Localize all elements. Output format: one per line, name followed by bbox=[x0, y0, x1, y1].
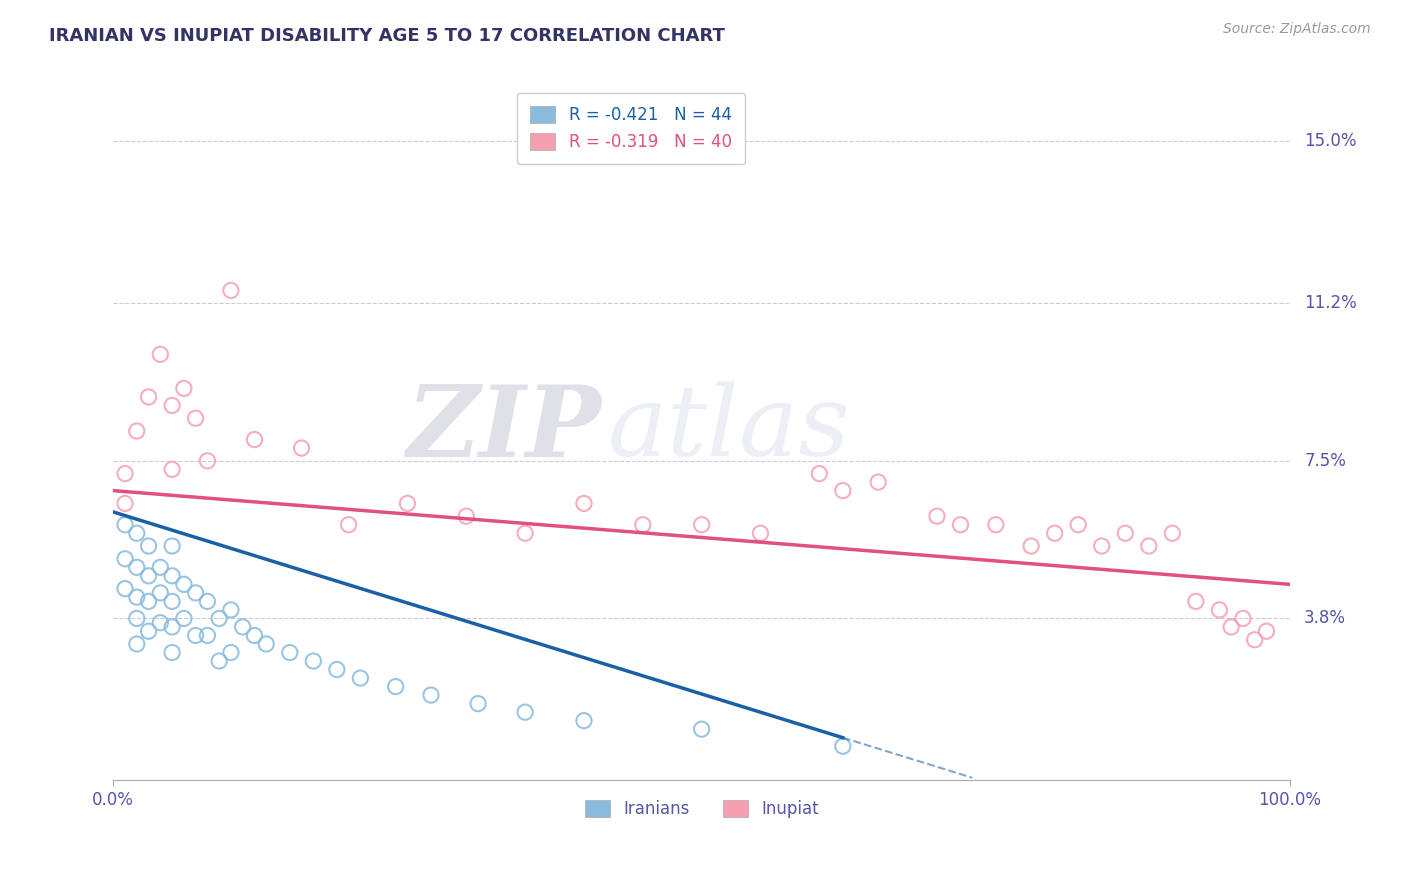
Point bbox=[160, 539, 183, 553]
Text: 7.5%: 7.5% bbox=[1305, 452, 1346, 470]
Point bbox=[138, 594, 160, 608]
Text: IRANIAN VS INUPIAT DISABILITY AGE 5 TO 17 CORRELATION CHART: IRANIAN VS INUPIAT DISABILITY AGE 5 TO 1… bbox=[49, 27, 725, 45]
Point bbox=[219, 603, 242, 617]
Point bbox=[1019, 539, 1042, 553]
Point bbox=[690, 517, 713, 532]
Point bbox=[831, 483, 853, 498]
Point bbox=[160, 646, 183, 660]
Point bbox=[290, 441, 312, 455]
Point bbox=[831, 739, 853, 754]
Point bbox=[219, 646, 242, 660]
Point bbox=[278, 646, 301, 660]
Point bbox=[160, 620, 183, 634]
Point bbox=[149, 615, 172, 630]
Text: Source: ZipAtlas.com: Source: ZipAtlas.com bbox=[1223, 22, 1371, 37]
Point bbox=[1067, 517, 1090, 532]
Point bbox=[138, 569, 160, 583]
Point bbox=[173, 577, 195, 591]
Point bbox=[456, 509, 478, 524]
Point bbox=[467, 697, 489, 711]
Point bbox=[513, 705, 536, 719]
Point bbox=[208, 611, 231, 625]
Point bbox=[114, 496, 136, 510]
Point bbox=[396, 496, 419, 510]
Point bbox=[302, 654, 325, 668]
Point bbox=[949, 517, 972, 532]
Text: 15.0%: 15.0% bbox=[1305, 132, 1357, 151]
Point bbox=[1161, 526, 1184, 541]
Point bbox=[384, 680, 406, 694]
Point bbox=[173, 381, 195, 395]
Point bbox=[184, 586, 207, 600]
Point bbox=[513, 526, 536, 541]
Point bbox=[208, 654, 231, 668]
Point bbox=[125, 526, 148, 541]
Point bbox=[125, 590, 148, 604]
Point bbox=[173, 611, 195, 625]
Point bbox=[1043, 526, 1066, 541]
Point bbox=[1137, 539, 1160, 553]
Point bbox=[160, 594, 183, 608]
Point bbox=[149, 560, 172, 574]
Point bbox=[254, 637, 277, 651]
Text: 3.8%: 3.8% bbox=[1305, 609, 1346, 627]
Point bbox=[114, 467, 136, 481]
Point bbox=[808, 467, 831, 481]
Point bbox=[1185, 594, 1208, 608]
Point bbox=[572, 714, 595, 728]
Point bbox=[197, 594, 219, 608]
Point bbox=[197, 454, 219, 468]
Point bbox=[420, 688, 443, 702]
Text: ZIP: ZIP bbox=[406, 381, 602, 477]
Legend: Iranians, Inupiat: Iranians, Inupiat bbox=[578, 793, 825, 825]
Point bbox=[690, 722, 713, 736]
Point bbox=[1114, 526, 1136, 541]
Point bbox=[184, 628, 207, 642]
Point bbox=[326, 663, 349, 677]
Point bbox=[197, 628, 219, 642]
Point bbox=[1220, 620, 1243, 634]
Point bbox=[749, 526, 772, 541]
Point bbox=[138, 539, 160, 553]
Point bbox=[868, 475, 890, 489]
Point bbox=[1208, 603, 1230, 617]
Point bbox=[984, 517, 1007, 532]
Point bbox=[125, 637, 148, 651]
Point bbox=[125, 611, 148, 625]
Point bbox=[160, 462, 183, 476]
Point bbox=[219, 284, 242, 298]
Y-axis label: Disability Age 5 to 17: Disability Age 5 to 17 bbox=[0, 340, 8, 518]
Point bbox=[160, 399, 183, 413]
Point bbox=[149, 347, 172, 361]
Point bbox=[1256, 624, 1278, 639]
Point bbox=[138, 390, 160, 404]
Point bbox=[114, 517, 136, 532]
Point bbox=[1232, 611, 1254, 625]
Point bbox=[114, 582, 136, 596]
Point bbox=[349, 671, 371, 685]
Point bbox=[138, 624, 160, 639]
Point bbox=[1243, 632, 1265, 647]
Point bbox=[243, 433, 266, 447]
Point bbox=[125, 560, 148, 574]
Point bbox=[149, 586, 172, 600]
Point bbox=[1091, 539, 1114, 553]
Text: 11.2%: 11.2% bbox=[1305, 294, 1357, 312]
Point bbox=[184, 411, 207, 425]
Point bbox=[160, 569, 183, 583]
Point bbox=[125, 424, 148, 438]
Point bbox=[243, 628, 266, 642]
Point bbox=[925, 509, 948, 524]
Point bbox=[232, 620, 254, 634]
Point bbox=[572, 496, 595, 510]
Point bbox=[631, 517, 654, 532]
Point bbox=[337, 517, 360, 532]
Point bbox=[114, 551, 136, 566]
Text: atlas: atlas bbox=[607, 381, 851, 476]
